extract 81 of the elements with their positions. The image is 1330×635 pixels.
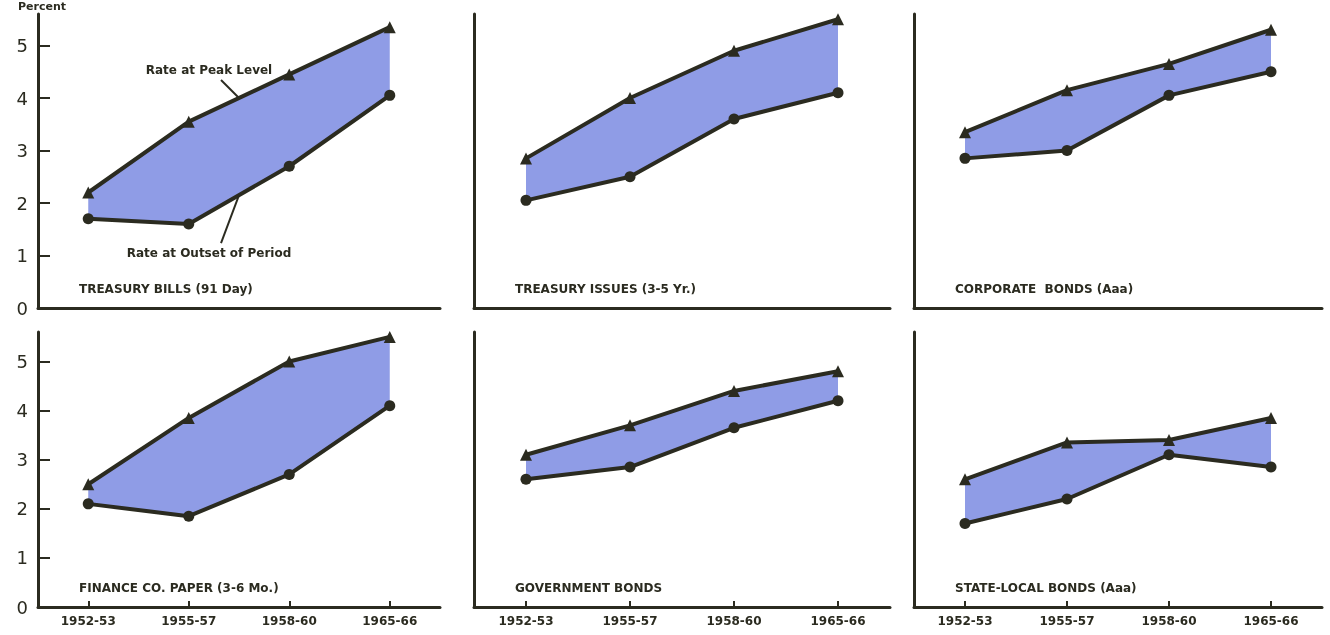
point (624, 92, 636, 104)
point (183, 510, 195, 522)
point (1061, 145, 1073, 156)
text: GOVERNMENT BONDS (515, 581, 663, 595)
y-tick-label: 5 (16, 350, 28, 372)
point (520, 448, 532, 461)
point (383, 21, 396, 34)
text: STATE-LOCAL BONDS (Aaa) (955, 581, 1137, 595)
point (728, 113, 740, 125)
y-tick-label: 1 (16, 547, 28, 569)
point (82, 498, 94, 510)
x-tick-label: 1952-53 (60, 614, 116, 628)
point (959, 126, 971, 139)
point (1163, 89, 1175, 101)
text: CORPORATE BONDS (Aaa) (955, 282, 1134, 296)
point (520, 152, 532, 165)
text: TREASURY ISSUES (3-5 Yr.) (515, 282, 697, 296)
point (728, 422, 740, 434)
y-tick-label: 4 (16, 87, 28, 109)
point (624, 461, 636, 473)
x-tick-label: 1965-66 (810, 614, 866, 628)
x-tick-label: 1955-57 (1039, 614, 1095, 628)
point (283, 68, 296, 81)
y-tick-label: 1 (16, 245, 28, 266)
point (832, 395, 844, 407)
point (1163, 57, 1175, 70)
y-tick-label: 3 (16, 140, 28, 161)
x-tick-label: 1955-57 (602, 614, 658, 628)
point (1265, 66, 1277, 78)
text: TREASURY BILLS (91 Day) (79, 282, 253, 296)
point (832, 87, 844, 99)
point (82, 186, 95, 199)
y-tick-label: 0 (16, 596, 28, 618)
point (959, 473, 971, 486)
point (728, 384, 740, 397)
point (1061, 84, 1073, 97)
y-tick-label: 4 (16, 400, 28, 422)
y-tick-label: 5 (16, 35, 28, 56)
point (832, 365, 844, 378)
point (82, 213, 94, 225)
point (283, 160, 295, 172)
x-tick-label: 1958-60 (1141, 614, 1197, 628)
x-tick-label: 1958-60 (261, 614, 317, 628)
point (520, 194, 532, 206)
point (624, 171, 636, 183)
y-tick-label: 3 (16, 449, 28, 471)
y-tick-label: 2 (16, 498, 28, 520)
x-tick-label: 1965-66 (1243, 614, 1299, 628)
point (283, 468, 295, 480)
text: FINANCE CO. PAPER (3-6 Mo.) (79, 581, 279, 595)
x-tick-label: 1955-57 (161, 614, 217, 628)
x-tick-label: 1965-66 (362, 614, 418, 628)
y-axis-title: Percent (17, 0, 66, 13)
point (959, 152, 971, 164)
point (82, 478, 95, 491)
point (1265, 23, 1277, 36)
y-tick-label: 2 (16, 192, 28, 214)
point (1163, 449, 1175, 461)
x-tick-label: 1952-53 (498, 614, 554, 628)
y-tick-label: 0 (16, 297, 28, 319)
point (383, 330, 396, 343)
point (728, 44, 740, 57)
point (283, 355, 296, 368)
point (959, 518, 971, 530)
point (182, 115, 195, 128)
x-tick-label: 1958-60 (706, 614, 762, 628)
x-tick-label: 1952-53 (937, 614, 993, 628)
point (520, 473, 532, 485)
point (384, 400, 396, 412)
point (1265, 411, 1277, 424)
point (1061, 493, 1073, 505)
point (832, 13, 844, 26)
point (1061, 436, 1073, 449)
point (1265, 461, 1277, 473)
text: Rate at Outset of Period (126, 246, 292, 261)
point (384, 89, 396, 101)
point (624, 419, 636, 432)
point (182, 411, 195, 424)
point (1163, 434, 1175, 447)
series-label: Rate at Peak Level (145, 63, 273, 77)
point (183, 218, 195, 230)
